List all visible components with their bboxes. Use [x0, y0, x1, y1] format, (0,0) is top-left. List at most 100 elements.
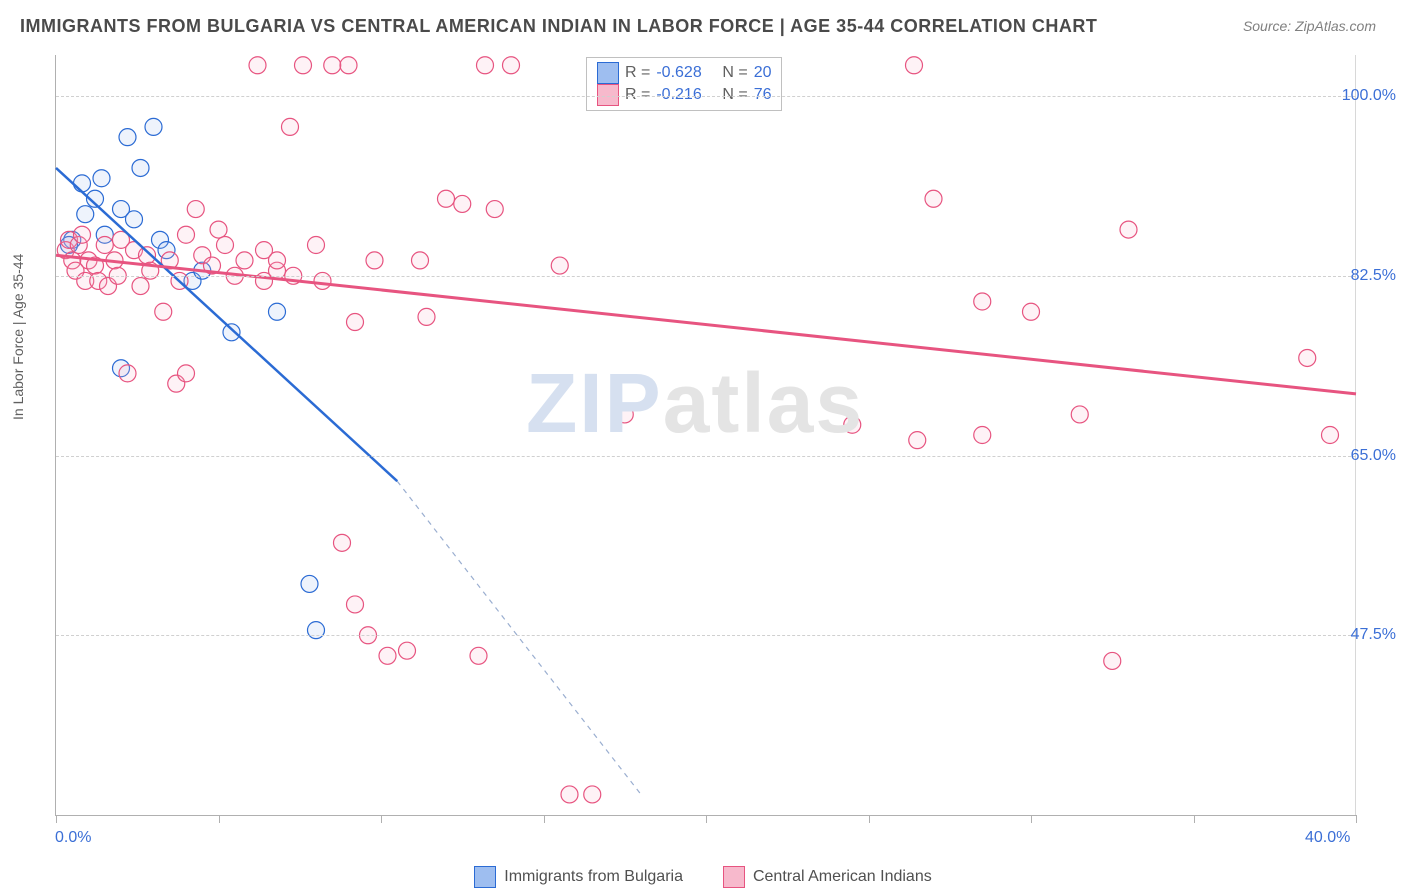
r-label: R = — [625, 84, 650, 106]
scatter-point-bulgaria — [74, 175, 91, 192]
scatter-point-cai — [295, 57, 312, 74]
scatter-point-cai — [412, 252, 429, 269]
x-tick — [706, 815, 707, 823]
scatter-point-cai — [454, 195, 471, 212]
scatter-svg — [56, 55, 1356, 815]
scatter-point-bulgaria — [93, 170, 110, 187]
gridline — [56, 96, 1356, 97]
n-value: 76 — [754, 84, 772, 106]
scatter-point-cai — [187, 201, 204, 218]
r-label: R = — [625, 62, 650, 84]
x-tick — [544, 815, 545, 823]
scatter-point-cai — [584, 786, 601, 803]
n-value: 20 — [754, 62, 772, 84]
x-tick — [56, 815, 57, 823]
scatter-point-bulgaria — [223, 324, 240, 341]
x-tick — [1031, 815, 1032, 823]
n-label: N = — [722, 84, 747, 106]
scatter-point-cai — [477, 57, 494, 74]
scatter-point-cai — [470, 647, 487, 664]
swatch-bulgaria — [474, 866, 496, 888]
y-tick-label: 65.0% — [1351, 447, 1396, 465]
scatter-point-cai — [347, 596, 364, 613]
scatter-point-bulgaria — [119, 129, 136, 146]
scatter-point-cai — [340, 57, 357, 74]
scatter-point-bulgaria — [77, 206, 94, 223]
scatter-point-cai — [178, 365, 195, 382]
scatter-point-cai — [236, 252, 253, 269]
scatter-point-cai — [844, 416, 861, 433]
scatter-point-bulgaria — [126, 211, 143, 228]
scatter-point-cai — [74, 226, 91, 243]
y-tick-label: 100.0% — [1342, 87, 1396, 105]
scatter-point-cai — [561, 786, 578, 803]
y-tick-label: 47.5% — [1351, 626, 1396, 644]
y-tick-label: 82.5% — [1351, 267, 1396, 285]
scatter-point-cai — [269, 252, 286, 269]
scatter-point-bulgaria — [301, 575, 318, 592]
scatter-point-cai — [379, 647, 396, 664]
scatter-point-cai — [974, 293, 991, 310]
scatter-point-cai — [119, 365, 136, 382]
r-value: -0.628 — [656, 62, 716, 84]
n-label: N = — [722, 62, 747, 84]
y-axis-label: In Labor Force | Age 35-44 — [10, 254, 26, 420]
scatter-point-cai — [418, 308, 435, 325]
scatter-point-cai — [616, 406, 633, 423]
legend-label-cai: Central American Indians — [753, 868, 932, 886]
scatter-point-cai — [1071, 406, 1088, 423]
scatter-point-cai — [178, 226, 195, 243]
chart-title: IMMIGRANTS FROM BULGARIA VS CENTRAL AMER… — [20, 16, 1097, 37]
scatter-point-cai — [210, 221, 227, 238]
scatter-point-cai — [974, 427, 991, 444]
series-legend: Immigrants from Bulgaria Central America… — [0, 866, 1406, 888]
x-tick — [1356, 815, 1357, 823]
x-tick — [869, 815, 870, 823]
x-tick — [381, 815, 382, 823]
r-value: -0.216 — [656, 84, 716, 106]
source-label: Source: ZipAtlas.com — [1243, 18, 1376, 34]
plot-area: ZIPatlas R =-0.628N =20R =-0.216N =76 — [55, 55, 1356, 816]
x-tick — [1194, 815, 1195, 823]
scatter-point-cai — [132, 278, 149, 295]
scatter-point-cai — [1299, 349, 1316, 366]
gridline — [56, 276, 1356, 277]
scatter-point-cai — [366, 252, 383, 269]
scatter-point-cai — [96, 237, 113, 254]
swatch-cai-small — [597, 84, 619, 106]
scatter-point-bulgaria — [132, 159, 149, 176]
swatch-bulgaria-small — [597, 62, 619, 84]
scatter-point-cai — [308, 237, 325, 254]
corr-legend-row: R = -0.216 N = 76 — [597, 84, 771, 106]
scatter-point-cai — [334, 534, 351, 551]
gridline — [56, 456, 1356, 457]
scatter-point-cai — [399, 642, 416, 659]
scatter-point-cai — [551, 257, 568, 274]
scatter-point-cai — [1023, 303, 1040, 320]
scatter-point-cai — [1120, 221, 1137, 238]
scatter-point-bulgaria — [269, 303, 286, 320]
scatter-point-cai — [347, 314, 364, 331]
scatter-point-cai — [1322, 427, 1339, 444]
scatter-point-cai — [282, 118, 299, 135]
x-tick-label: 40.0% — [1305, 829, 1350, 847]
legend-label-bulgaria: Immigrants from Bulgaria — [504, 868, 683, 886]
scatter-point-cai — [486, 201, 503, 218]
scatter-point-cai — [217, 237, 234, 254]
scatter-point-cai — [155, 303, 172, 320]
scatter-point-cai — [438, 190, 455, 207]
scatter-point-cai — [324, 57, 341, 74]
trendline-bulgaria — [56, 168, 397, 481]
scatter-point-bulgaria — [145, 118, 162, 135]
corr-legend-row: R = -0.628 N = 20 — [597, 62, 771, 84]
legend-item-bulgaria: Immigrants from Bulgaria — [474, 866, 683, 888]
swatch-cai — [723, 866, 745, 888]
x-tick — [219, 815, 220, 823]
gridline — [56, 635, 1356, 636]
scatter-point-cai — [249, 57, 266, 74]
scatter-point-cai — [909, 432, 926, 449]
x-tick-label: 0.0% — [55, 829, 91, 847]
scatter-point-cai — [906, 57, 923, 74]
trendline-dash-bulgaria — [397, 481, 641, 794]
scatter-point-cai — [925, 190, 942, 207]
